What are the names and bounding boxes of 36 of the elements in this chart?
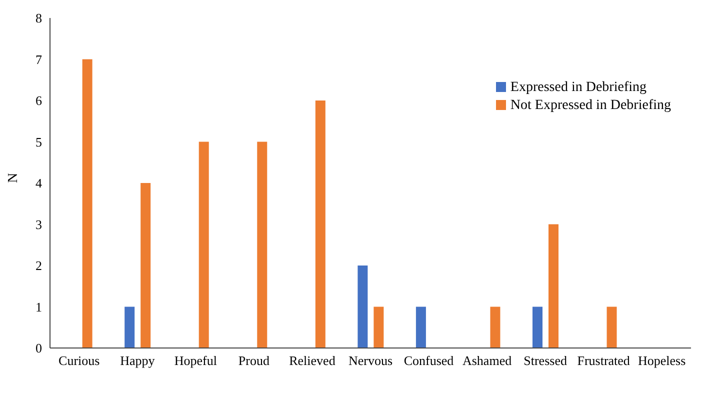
x-tick-label: Relieved <box>289 353 336 368</box>
bar <box>257 142 268 348</box>
y-tick-label: 3 <box>36 216 42 232</box>
y-tick-label: 4 <box>36 176 42 191</box>
x-tick-label: Frustrated <box>577 353 630 368</box>
y-axis-title: N <box>6 172 21 183</box>
bar <box>416 306 426 348</box>
x-tick-label: Hopeless <box>638 353 686 368</box>
bar <box>198 142 209 348</box>
y-tick-label: 8 <box>36 10 42 26</box>
x-tick-label: Hopeful <box>174 353 218 368</box>
legend-label: Expressed in Debriefing <box>510 80 646 95</box>
y-tick-label: 7 <box>36 52 42 67</box>
y-tick-label: 2 <box>36 258 42 274</box>
bar <box>606 306 617 348</box>
x-tick-label: Ashamed <box>462 353 512 368</box>
bar <box>374 306 384 348</box>
bar <box>548 224 558 348</box>
bar <box>124 306 135 348</box>
x-tick-label: Proud <box>238 353 270 368</box>
legend-label: Not Expressed in Debriefing <box>510 98 671 113</box>
y-tick-label: 0 <box>36 340 42 356</box>
x-tick-label: Confused <box>404 353 454 368</box>
x-tick-label: Happy <box>120 353 156 368</box>
y-tick-label: 1 <box>36 299 42 314</box>
y-tick-label: 6 <box>36 93 42 108</box>
x-tick-label: Nervous <box>348 353 393 368</box>
bar <box>490 306 500 348</box>
y-tick-label: 5 <box>36 134 42 150</box>
bar <box>82 59 92 348</box>
bar <box>315 100 326 348</box>
bar <box>532 306 542 348</box>
x-tick-label: Stressed <box>524 353 568 368</box>
bar <box>140 183 151 348</box>
bar <box>358 266 368 348</box>
x-tick-label: Curious <box>58 353 100 368</box>
